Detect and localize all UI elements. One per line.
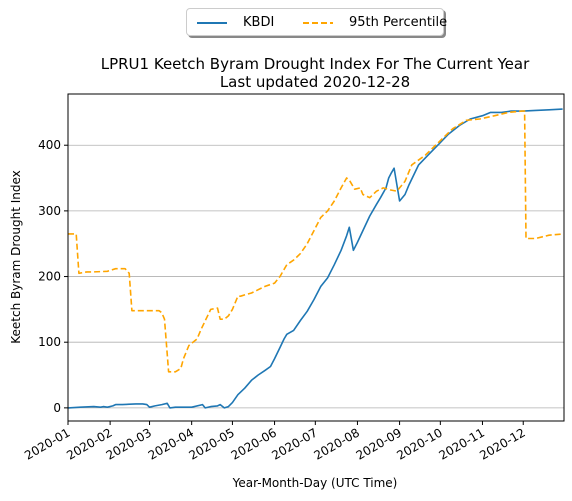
x-tick-label: 2020-08 (312, 425, 362, 462)
x-tick-label: 2020-06 (229, 425, 279, 462)
x-tick-label: 2020-10 (394, 425, 444, 462)
x-tick-label: 2020-12 (477, 425, 527, 462)
chart-title: LPRU1 Keetch Byram Drought Index For The… (101, 55, 530, 73)
y-tick-label: 0 (53, 401, 61, 415)
x-tick-label: 2020-07 (269, 425, 319, 462)
x-tick-label: 2020-04 (146, 425, 196, 462)
x-axis-label: Year-Month-Day (UTC Time) (232, 476, 398, 490)
gridlines (68, 144, 564, 409)
y-tick-label: 200 (38, 270, 61, 284)
x-tick-label: 2020-05 (187, 425, 237, 462)
y-tick-label: 300 (38, 204, 61, 218)
chart-subtitle: Last updated 2020-12-28 (220, 73, 410, 91)
x-tick-label: 2020-09 (354, 425, 404, 462)
legend-label-95th-percentile: 95th Percentile (349, 15, 448, 30)
y-tick-label: 400 (38, 138, 61, 152)
x-tick-label: 2020-03 (104, 425, 154, 462)
x-tick-label: 2020-11 (437, 425, 487, 462)
y-axis: 0 100 200 300 400 (38, 138, 68, 415)
series-line-kbdi (67, 108, 563, 409)
x-tick-label: 2020-01 (22, 425, 72, 462)
y-tick-label: 100 (38, 335, 61, 349)
legend: KBDI 95th Percentile (186, 8, 448, 36)
legend-label-kbdi: KBDI (243, 15, 275, 30)
series-lines (67, 108, 565, 409)
plot-frame (67, 93, 565, 422)
series-line-95th-percentile (68, 110, 565, 373)
legend-swatch-kbdi (197, 22, 227, 24)
y-axis-label: Keetch Byram Drought Index (9, 170, 23, 344)
legend-swatch-95th-percentile (303, 22, 333, 24)
x-axis: 2020-012020-022020-032020-042020-052020-… (22, 421, 528, 463)
